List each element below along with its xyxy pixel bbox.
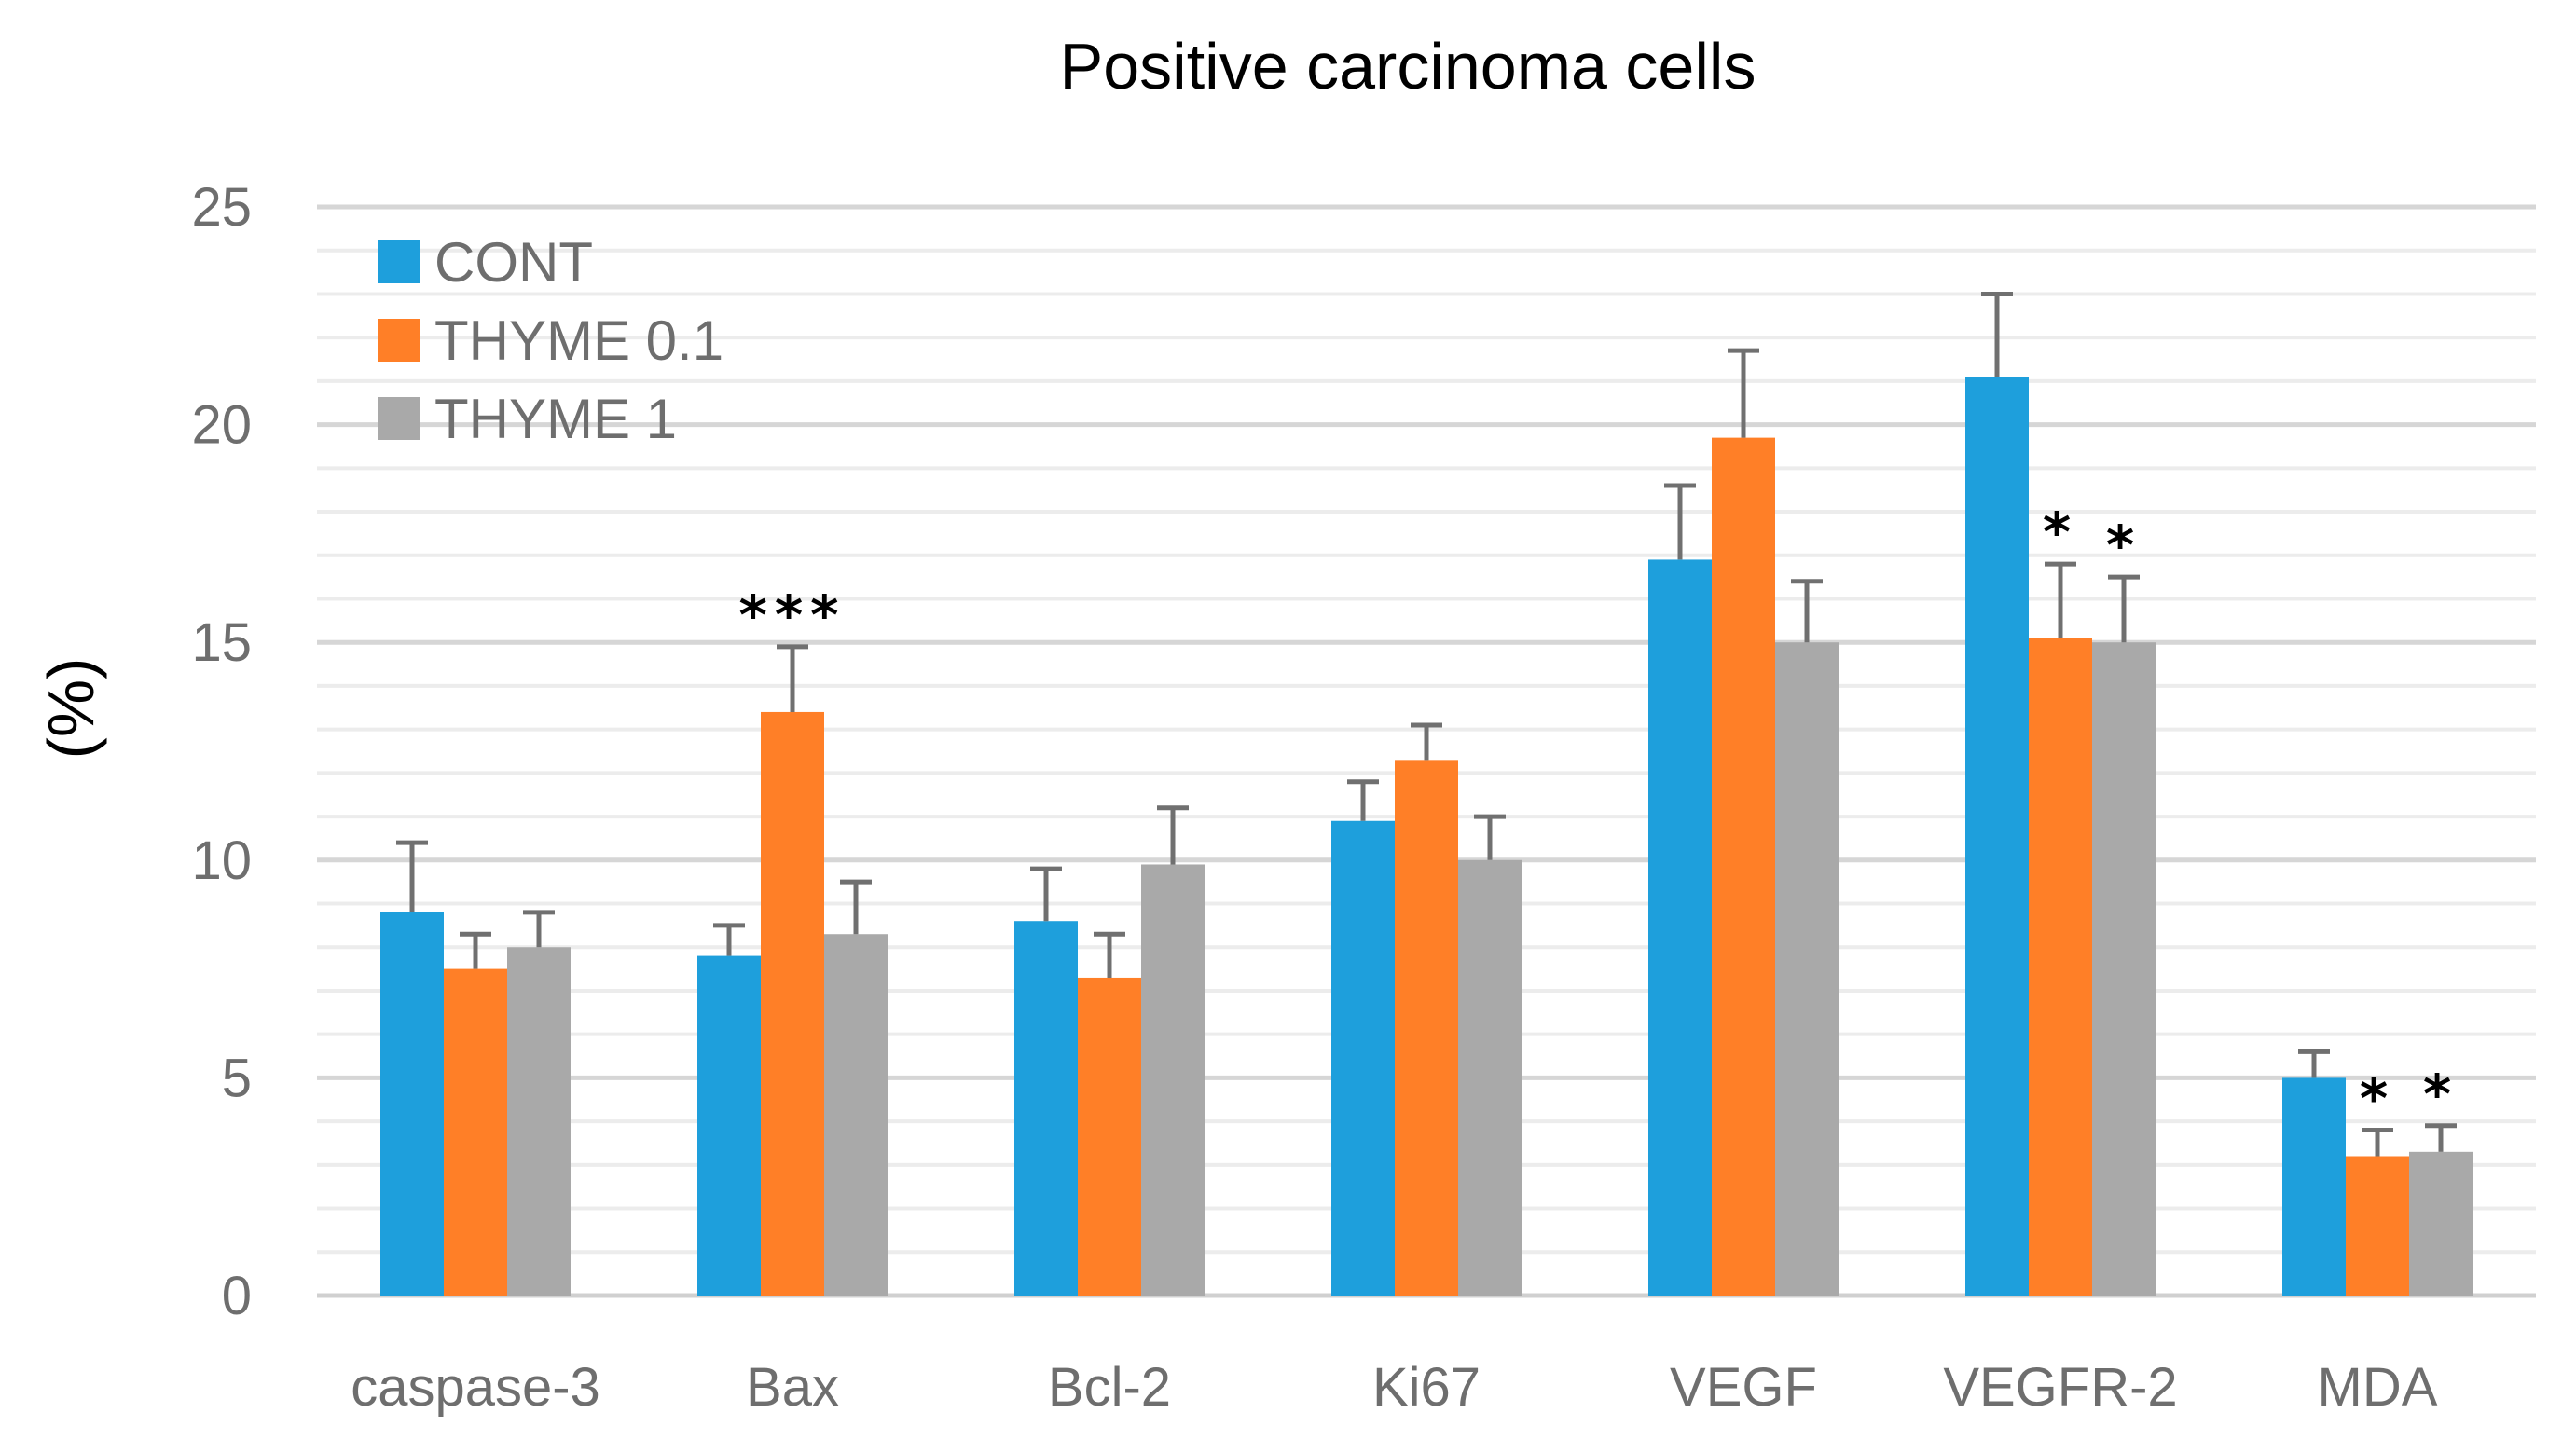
bar — [1395, 760, 1458, 1296]
bar — [1775, 642, 1839, 1296]
bar — [1965, 377, 2029, 1296]
x-tick-label: Bax — [746, 1357, 839, 1418]
y-axis-ticks: 0 5 10 15 20 25 — [191, 177, 252, 1326]
y-tick-label: 0 — [222, 1266, 252, 1326]
legend-label: THYME 1 — [434, 388, 677, 450]
significance-marker: * — [2106, 514, 2142, 577]
x-tick-label: caspase-3 — [351, 1357, 600, 1418]
significance-marker: *** — [739, 583, 847, 647]
bar — [1141, 864, 1205, 1296]
bar — [1712, 437, 1775, 1296]
bar — [761, 711, 824, 1296]
bar — [2282, 1077, 2346, 1296]
bar — [1458, 859, 1522, 1296]
bar — [1648, 559, 1712, 1296]
bars: **** ** * — [380, 291, 2473, 1296]
bar — [2092, 642, 2156, 1296]
chart-title: Positive carcinoma cells — [1060, 30, 1756, 103]
x-tick-label: MDA — [2318, 1357, 2438, 1418]
bar — [1014, 921, 1078, 1296]
y-tick-label: 15 — [191, 612, 252, 673]
bar — [444, 968, 507, 1296]
x-tick-label: Bcl-2 — [1048, 1357, 1171, 1418]
significance-marker: * — [2423, 1063, 2459, 1126]
bar — [2409, 1151, 2473, 1296]
x-tick-label: Ki67 — [1372, 1357, 1481, 1418]
bar — [507, 947, 571, 1296]
y-axis-label: (%) — [34, 658, 107, 760]
legend-label: CONT — [434, 231, 593, 294]
y-tick-label: 10 — [191, 830, 252, 891]
legend-swatch — [378, 240, 420, 283]
bar — [824, 934, 888, 1296]
x-tick-label: VEGF — [1670, 1357, 1817, 1418]
y-tick-label: 20 — [191, 395, 252, 456]
bar — [2029, 638, 2092, 1296]
bar — [697, 955, 761, 1296]
bar — [1078, 977, 1141, 1296]
y-tick-label: 25 — [191, 177, 252, 238]
x-axis-ticks: caspase-3 Bax Bcl-2 Ki67 VEGF VEGFR-2 MDA — [351, 1357, 2438, 1418]
x-tick-label: VEGFR-2 — [1943, 1357, 2177, 1418]
bar — [2346, 1156, 2409, 1296]
legend-swatch — [378, 397, 420, 440]
significance-marker: * — [2043, 501, 2078, 564]
y-tick-label: 5 — [222, 1048, 252, 1108]
legend-label: THYME 0.1 — [434, 309, 723, 372]
gridlines — [317, 204, 2536, 1298]
bar — [380, 912, 444, 1296]
significance-marker: * — [2360, 1066, 2395, 1130]
legend-swatch — [378, 319, 420, 362]
legend: CONT THYME 0.1 THYME 1 — [378, 231, 723, 450]
bar — [1331, 820, 1395, 1296]
